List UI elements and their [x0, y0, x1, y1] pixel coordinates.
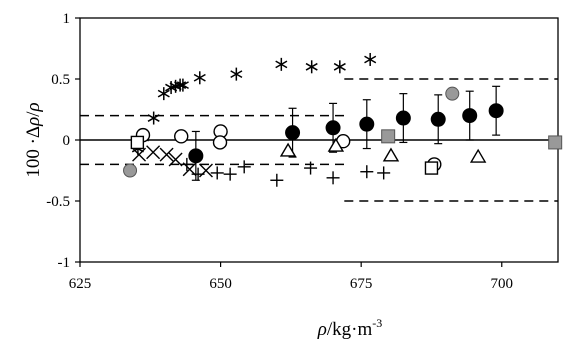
data-point-x: [132, 147, 147, 162]
data-point-x: [159, 147, 174, 162]
data-point-circle-gray: [123, 163, 138, 178]
data-point-circle-open: [174, 129, 189, 144]
data-point-plus: [237, 160, 251, 174]
y-tick-label: -1: [58, 255, 71, 271]
data-point-asterisk: [333, 60, 346, 74]
data-point-plus: [304, 161, 318, 175]
data-point-circle-open: [212, 135, 228, 150]
data-point-plus: [377, 166, 391, 180]
data-point-square-open: [130, 135, 145, 150]
x-tick-label: 700: [491, 276, 514, 292]
data-point-asterisk: [147, 111, 160, 125]
axis-ticks: 625 650 675 700 -1 -0.5 0 0.5 1: [46, 11, 513, 292]
data-point-circle-filled: [462, 108, 478, 124]
x-tick-label: 625: [69, 276, 92, 292]
data-point-triangle-open: [382, 147, 400, 162]
data-point-circle-filled: [488, 103, 504, 119]
data-point-plus: [180, 157, 194, 171]
x-tick-label: 675: [350, 276, 373, 292]
data-point-x: [168, 152, 183, 167]
y-axis-label: 100 ·Δρ/ρ: [23, 102, 44, 177]
data-point-circle-filled: [325, 120, 341, 136]
x-tick-label: 650: [209, 276, 232, 292]
y-tick-label: 0.5: [51, 72, 70, 88]
data-point-triangle-open: [327, 137, 345, 152]
data-point-circle-gray: [445, 86, 460, 101]
data-point-plus: [210, 166, 224, 180]
data-point-circle-filled: [188, 148, 204, 164]
data-point-triangle-open: [279, 142, 297, 157]
data-point-plus: [360, 165, 374, 179]
data-point-x: [198, 163, 213, 178]
data-point-asterisk: [305, 60, 318, 74]
data-point-plus: [223, 167, 237, 181]
data-markers: [123, 52, 563, 187]
data-point-plus: [270, 173, 284, 187]
data-point-circle-filled: [395, 110, 411, 126]
data-point-asterisk: [157, 87, 170, 101]
data-point-asterisk: [176, 78, 189, 92]
data-point-square-gray: [548, 135, 563, 150]
data-point-asterisk: [275, 57, 288, 71]
y-tick-label: 0: [63, 133, 71, 149]
data-point-square-open: [424, 161, 439, 175]
data-point-asterisk: [230, 67, 243, 81]
y-tick-label: 1: [63, 11, 71, 27]
data-point-circle-filled: [285, 125, 301, 141]
data-point-x: [182, 162, 197, 177]
data-point-square-gray: [381, 129, 396, 144]
data-point-circle-filled: [359, 116, 375, 132]
data-point-asterisk: [193, 71, 206, 85]
data-point-circle-filled: [430, 111, 446, 127]
reference-lines: [80, 78, 558, 202]
data-point-plus: [326, 171, 340, 185]
data-point-triangle-open: [469, 148, 487, 163]
data-point-asterisk: [364, 52, 377, 66]
data-point-x: [146, 145, 161, 160]
y-tick-label: -0.5: [46, 194, 70, 210]
data-point-asterisk: [174, 78, 187, 92]
x-axis-label: ρ/kg·m-3: [317, 316, 383, 340]
